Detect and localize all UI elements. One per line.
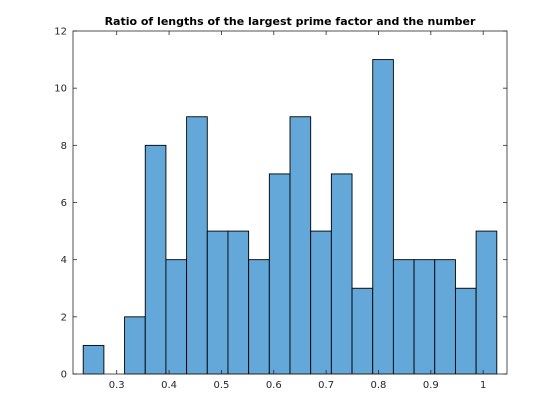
histogram-bar (82, 344, 105, 375)
bars-group (82, 59, 498, 375)
histogram-bar (248, 259, 270, 375)
histogram-bar (351, 287, 374, 375)
histogram-bar (330, 173, 353, 375)
histogram-bar (434, 259, 456, 375)
histogram-bar (206, 230, 229, 375)
y-tick-label: 4 (61, 255, 67, 266)
histogram-bar (372, 59, 394, 375)
y-tick-label: 2 (61, 312, 67, 323)
histogram-bar (227, 230, 250, 375)
x-tick-label: 0.3 (109, 380, 125, 391)
histogram-bar (310, 230, 332, 375)
x-tick-label: 0.6 (266, 380, 282, 391)
x-tick-label: 0.8 (371, 380, 387, 391)
x-tick-label: 0.7 (318, 380, 334, 391)
chart-title: Ratio of lengths of the largest prime fa… (105, 15, 476, 28)
x-tick-label: 1 (480, 380, 486, 391)
histogram-bar (289, 116, 312, 375)
histogram-bar (124, 316, 146, 375)
x-tick-label: 0.4 (161, 380, 177, 391)
x-tick-label: 0.9 (423, 380, 439, 391)
y-tick-label: 8 (61, 141, 67, 152)
histogram-bar (186, 116, 208, 375)
histogram-bar (413, 259, 436, 375)
y-tick-label: 6 (61, 198, 67, 209)
histogram-bar (392, 259, 415, 375)
histogram-bar (454, 287, 477, 375)
x-tick-label: 0.5 (213, 380, 229, 391)
y-tick-label: 0 (61, 370, 67, 381)
histogram-bar (144, 144, 167, 375)
y-tick-label: 10 (54, 84, 67, 95)
histogram-bar (268, 173, 291, 375)
histogram-bar (475, 230, 498, 375)
y-tick-label: 12 (54, 27, 67, 38)
histogram-bar (165, 259, 188, 375)
